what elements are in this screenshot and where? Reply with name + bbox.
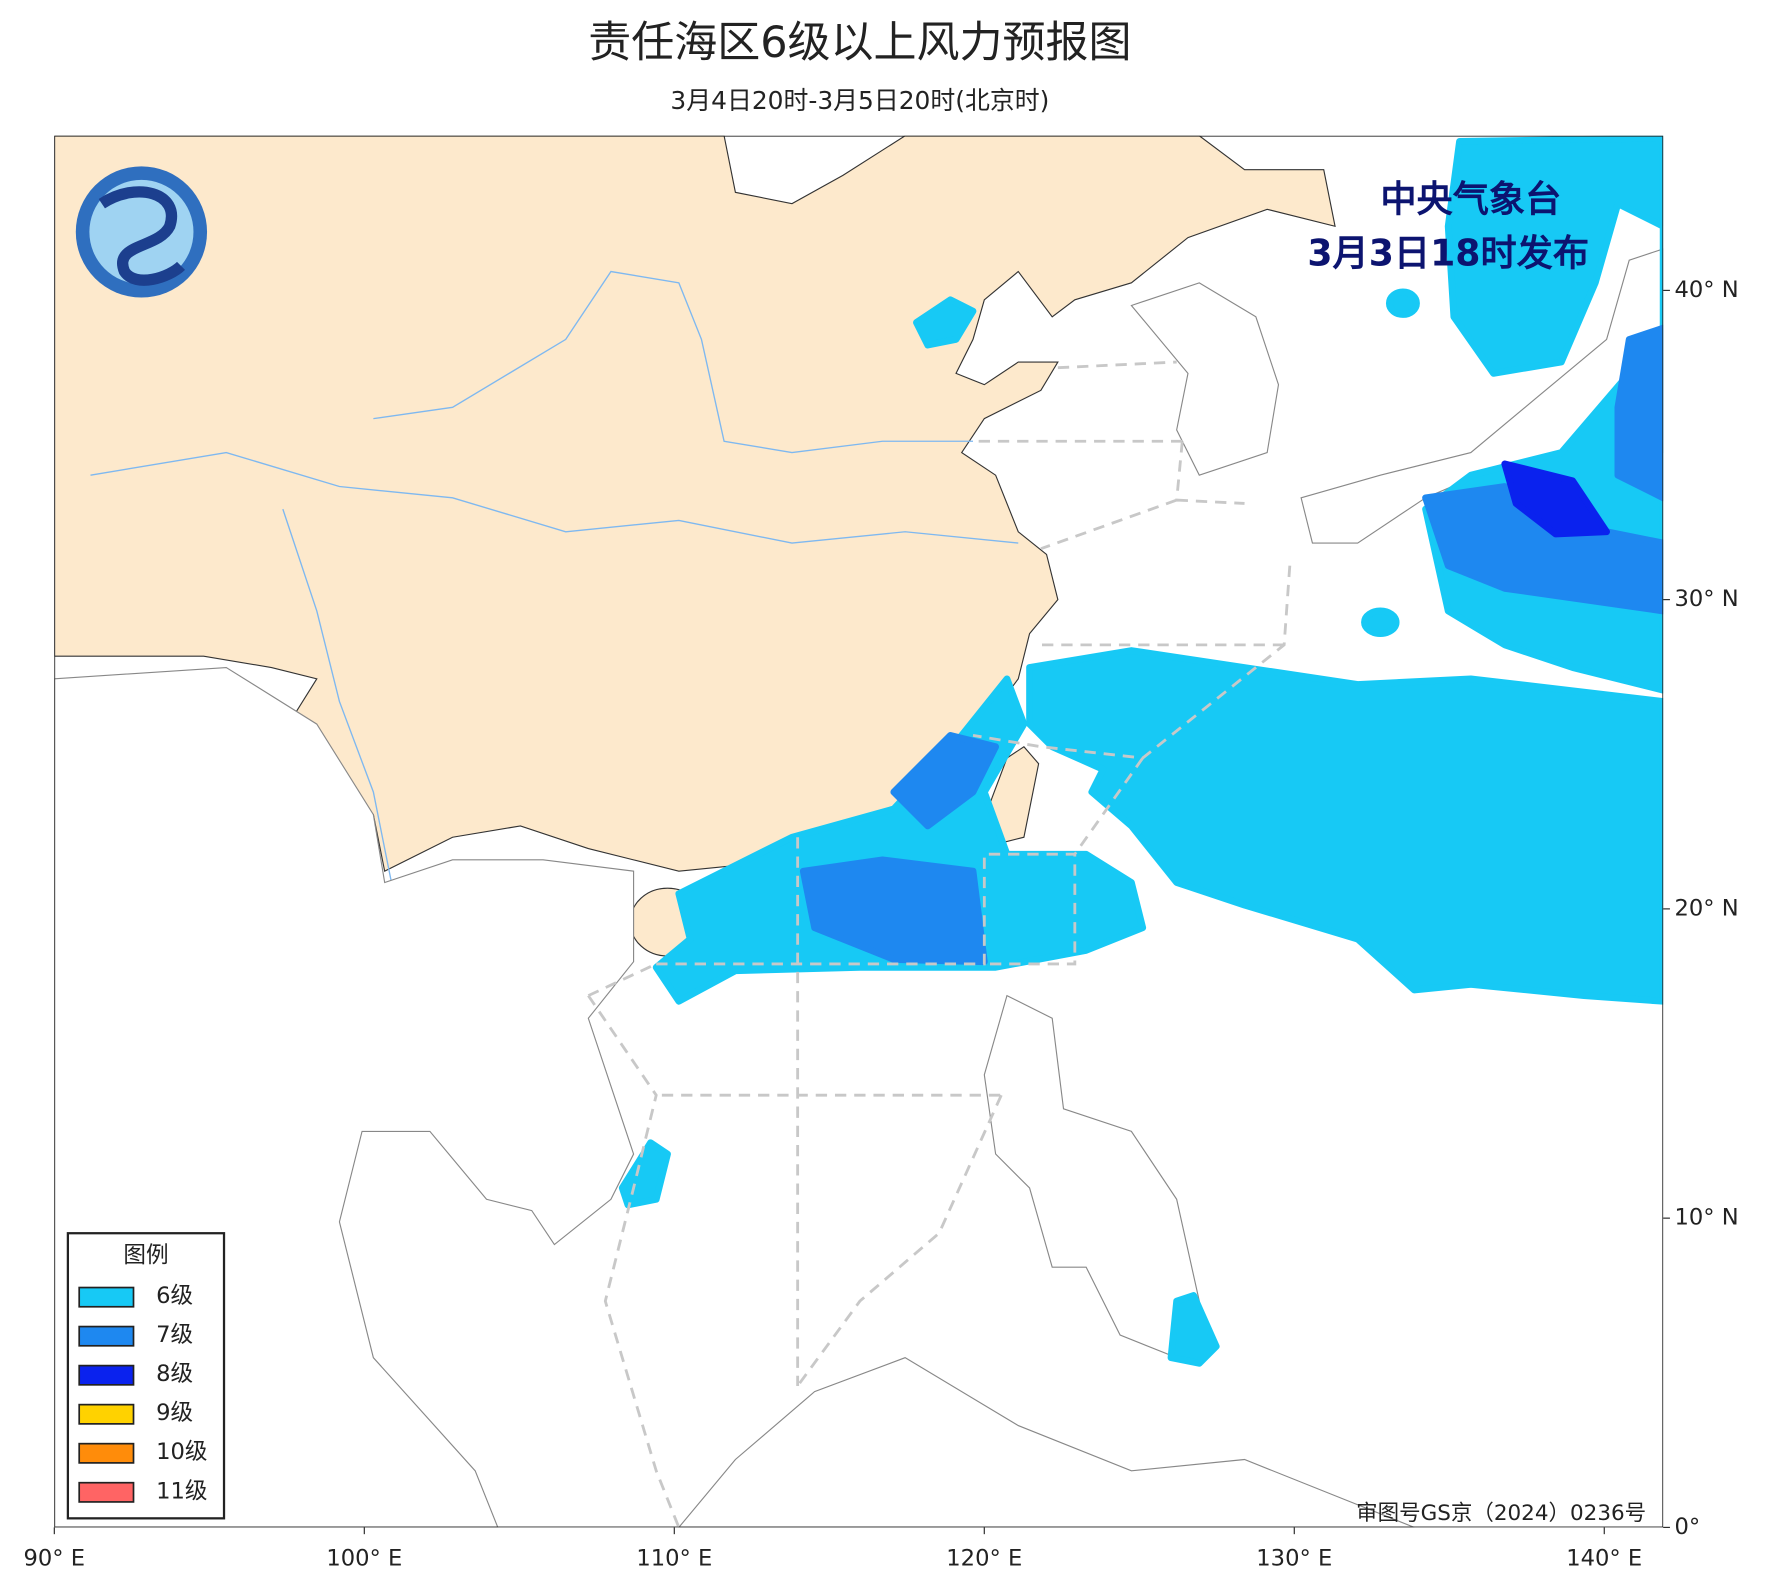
wind-area — [1167, 1292, 1220, 1367]
legend-swatch — [78, 1481, 135, 1503]
x-tick-label: 120° E — [946, 1546, 1022, 1572]
map-body: 中央气象台 3月3日18时发布 审图号GS京（2024）0236号 — [54, 135, 1664, 1528]
legend-label: 11级 — [156, 1478, 207, 1504]
wind-area — [890, 732, 1000, 830]
subtitle: 3月4日20时-3月5日20时(北京时) — [670, 86, 1049, 115]
x-tick-label: 110° E — [636, 1546, 712, 1572]
wind-area — [1501, 460, 1610, 538]
legend-label: 6级 — [156, 1283, 193, 1309]
wind-area — [1385, 288, 1420, 318]
x-tick-label: 130° E — [1256, 1546, 1332, 1572]
wind-area — [1614, 324, 1664, 502]
x-tick-label: 100° E — [326, 1546, 402, 1572]
legend-swatch — [78, 1364, 135, 1386]
legend-label: 9级 — [156, 1400, 193, 1426]
legend-swatch — [78, 1286, 135, 1308]
y-tick-label: 30° N — [1674, 586, 1738, 612]
legend-label: 7级 — [156, 1322, 193, 1348]
approval-number: 审图号GS京（2024）0236号 — [1356, 1501, 1646, 1526]
wind-area — [1361, 607, 1400, 637]
legend: 图例 6级 7级 8级 9级 10级 11级 — [66, 1232, 226, 1520]
legend-swatch — [78, 1325, 135, 1347]
wind-area — [1026, 647, 1664, 1005]
y-tick-label: 10° N — [1674, 1205, 1738, 1231]
y-tick-label: 40° N — [1674, 277, 1738, 303]
legend-swatch — [78, 1403, 135, 1425]
legend-label: 8级 — [156, 1361, 193, 1387]
issuer-name: 中央气象台 — [1380, 177, 1561, 220]
legend-label: 10级 — [156, 1439, 207, 1465]
logo — [75, 166, 208, 298]
china-land — [54, 135, 1336, 873]
x-tick-label: 140° E — [1566, 1546, 1642, 1572]
wind-area — [913, 296, 977, 349]
y-tick-label: 20° N — [1674, 895, 1738, 921]
legend-title: 图例 — [123, 1242, 168, 1268]
title: 责任海区6级以上风力预报图 — [588, 18, 1131, 68]
x-tick-label: 90° E — [24, 1546, 86, 1572]
legend-swatch — [78, 1442, 135, 1464]
y-tick-label: 0° — [1674, 1514, 1700, 1540]
issuer-time: 3月3日18时发布 — [1307, 232, 1589, 275]
